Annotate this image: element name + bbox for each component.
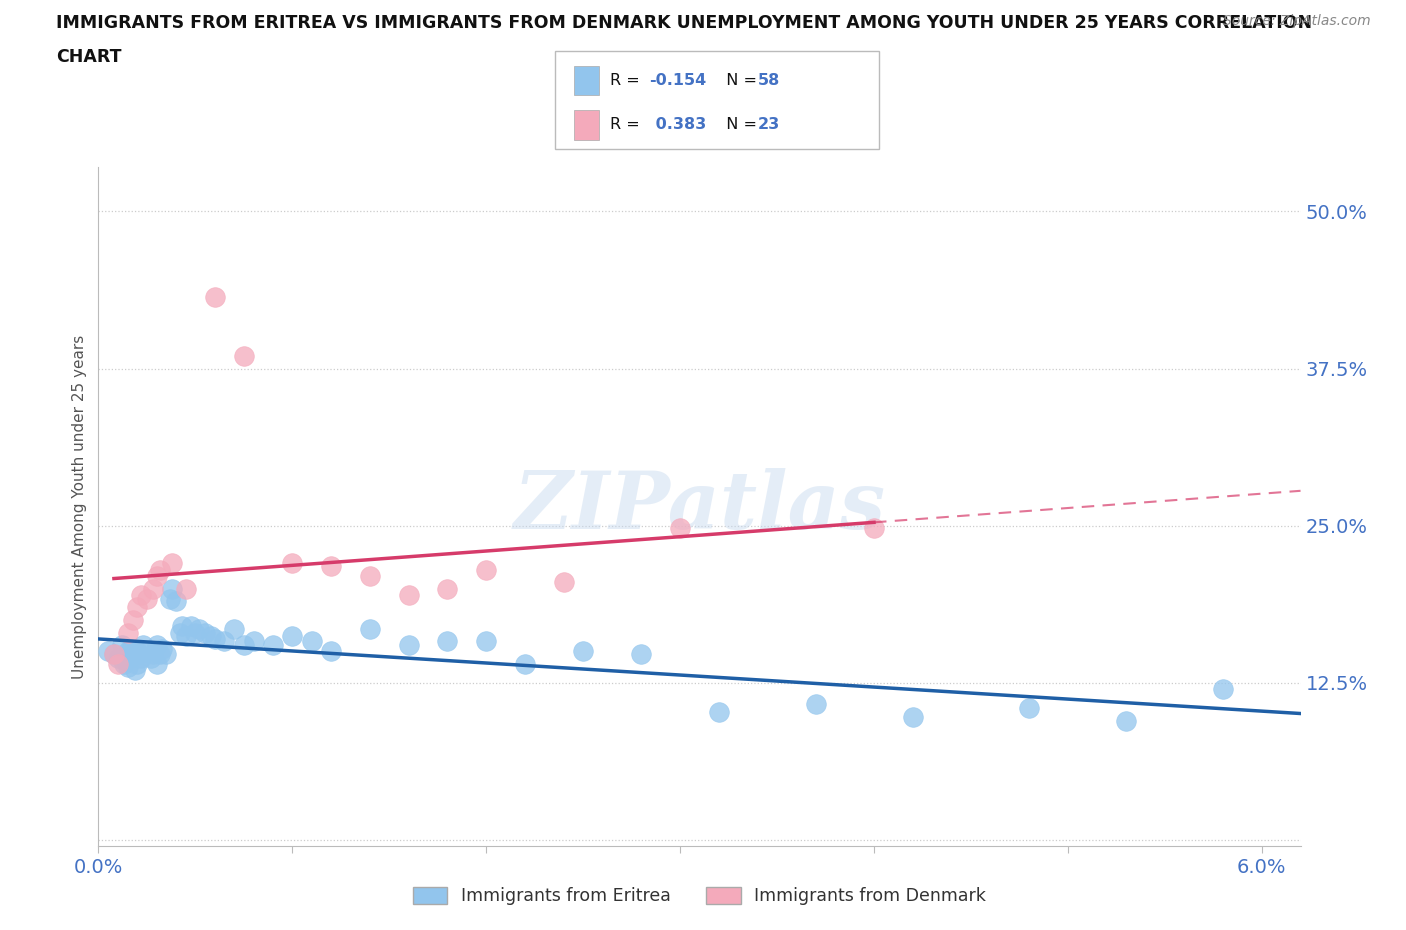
Point: [152, 642, 174, 657]
Point: [200, 629, 222, 644]
Point: [103, 646, 125, 661]
Point: [107, 650, 129, 665]
Point: [436, 634, 458, 649]
Point: [135, 591, 157, 606]
Point: [132, 638, 155, 653]
Text: IMMIGRANTS FROM ERITREA VS IMMIGRANTS FROM DENMARK UNEMPLOYMENT AMONG YOUTH UNDE: IMMIGRANTS FROM ERITREA VS IMMIGRANTS FR…: [56, 14, 1312, 32]
Point: [359, 568, 381, 583]
Point: [145, 638, 167, 653]
Text: ZIPatlas: ZIPatlas: [513, 468, 886, 546]
Point: [118, 650, 141, 665]
Text: -0.154: -0.154: [650, 73, 707, 88]
Point: [129, 588, 152, 603]
Point: [863, 521, 886, 536]
Point: [188, 621, 211, 636]
Point: [901, 710, 924, 724]
Point: [127, 600, 149, 615]
Point: [122, 613, 145, 628]
Point: [160, 556, 183, 571]
Point: [142, 646, 165, 661]
Text: CHART: CHART: [56, 48, 122, 66]
Point: [204, 289, 226, 304]
Point: [804, 697, 827, 711]
Point: [165, 593, 187, 608]
Point: [160, 581, 183, 596]
Y-axis label: Unemployment Among Youth under 25 years: Unemployment Among Youth under 25 years: [72, 335, 87, 679]
Point: [204, 631, 226, 646]
Point: [97, 644, 120, 658]
Point: [127, 657, 149, 671]
Point: [117, 644, 139, 658]
Point: [127, 644, 149, 658]
Point: [232, 638, 254, 653]
Point: [145, 568, 167, 583]
Text: 0.383: 0.383: [650, 117, 706, 132]
Point: [319, 644, 342, 658]
Point: [475, 563, 498, 578]
Point: [359, 621, 381, 636]
Point: [169, 625, 191, 640]
Point: [139, 650, 162, 665]
Text: 23: 23: [758, 117, 780, 132]
Point: [120, 642, 142, 657]
Point: [281, 556, 304, 571]
Text: N =: N =: [716, 117, 762, 132]
Point: [174, 629, 197, 644]
Point: [124, 663, 146, 678]
Point: [475, 634, 498, 649]
Point: [194, 625, 217, 640]
Point: [262, 638, 284, 653]
Point: [149, 646, 172, 661]
Point: [1018, 700, 1040, 715]
Point: [117, 659, 139, 674]
Point: [114, 654, 136, 669]
Point: [170, 618, 193, 633]
Point: [281, 629, 304, 644]
Point: [142, 581, 165, 596]
Point: [301, 634, 323, 649]
Point: [155, 646, 177, 661]
Text: Source: ZipAtlas.com: Source: ZipAtlas.com: [1223, 14, 1371, 28]
Point: [180, 618, 202, 633]
Point: [398, 638, 420, 653]
Point: [1115, 713, 1137, 728]
Point: [107, 657, 129, 671]
Point: [1212, 682, 1234, 697]
Point: [436, 581, 458, 596]
Point: [149, 563, 172, 578]
Point: [122, 646, 145, 661]
Point: [553, 575, 575, 590]
Text: R =: R =: [610, 73, 645, 88]
Point: [174, 581, 197, 596]
Point: [128, 646, 150, 661]
Point: [707, 704, 730, 719]
Point: [117, 625, 139, 640]
Point: [630, 646, 652, 661]
Point: [103, 646, 125, 661]
Point: [159, 591, 181, 606]
Point: [112, 657, 135, 671]
Point: [129, 650, 152, 665]
Point: [669, 521, 692, 536]
Point: [242, 634, 264, 649]
Point: [145, 657, 167, 671]
Text: N =: N =: [716, 73, 762, 88]
Point: [398, 588, 420, 603]
Point: [111, 638, 134, 653]
Point: [135, 644, 157, 658]
Point: [184, 625, 207, 640]
Point: [224, 621, 246, 636]
Legend: Immigrants from Eritrea, Immigrants from Denmark: Immigrants from Eritrea, Immigrants from…: [406, 880, 993, 912]
Point: [214, 634, 236, 649]
Text: 58: 58: [758, 73, 780, 88]
Point: [319, 559, 342, 574]
Point: [232, 349, 254, 364]
Text: R =: R =: [610, 117, 645, 132]
Point: [513, 657, 536, 671]
Point: [572, 644, 595, 658]
